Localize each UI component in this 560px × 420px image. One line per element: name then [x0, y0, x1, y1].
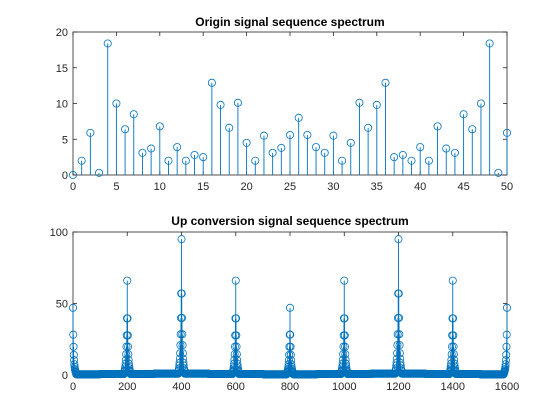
- x-tick-label: 1000: [332, 381, 356, 393]
- y-tick-label: 0: [62, 370, 68, 382]
- x-tick-label: 200: [118, 381, 136, 393]
- x-tick-label: 5: [113, 181, 119, 193]
- y-tick-label: 0: [62, 170, 68, 182]
- y-tick-label: 15: [56, 63, 68, 75]
- origin-spectrum-title: Origin signal sequence spectrum: [195, 15, 384, 29]
- x-tick-label: 35: [371, 181, 383, 193]
- y-tick-label: 10: [56, 99, 68, 111]
- x-tick-label: 400: [172, 381, 190, 393]
- x-tick-label: 15: [197, 181, 209, 193]
- x-tick-label: 50: [501, 181, 513, 193]
- x-tick-label: 1400: [441, 381, 465, 393]
- x-tick-label: 40: [414, 181, 426, 193]
- x-tick-label: 0: [70, 181, 76, 193]
- x-tick-label: 45: [457, 181, 469, 193]
- origin-spectrum-axes: Origin signal sequence spectrum 0 5 10 15 20…: [56, 15, 513, 193]
- x-tick-label: 600: [227, 381, 245, 393]
- x-tick-label: 25: [284, 181, 296, 193]
- x-tick-label: 30: [327, 181, 339, 193]
- upconversion-spectrum-axes: Up conversion signal sequence spectrum 0…: [50, 214, 520, 393]
- x-tick-label: 20: [240, 181, 252, 193]
- y-tick-label: 20: [56, 27, 68, 39]
- x-tick-label: 1200: [386, 381, 410, 393]
- x-tick-label: 1600: [495, 381, 519, 393]
- y-tick-label: 50: [56, 299, 68, 311]
- x-tick-label: 10: [154, 181, 166, 193]
- y-tick-label: 100: [50, 227, 68, 239]
- upconversion-spectrum-title: Up conversion signal sequence spectrum: [171, 214, 408, 228]
- y-tick-label: 5: [62, 134, 68, 146]
- x-tick-label: 0: [70, 381, 76, 393]
- x-tick-label: 800: [281, 381, 299, 393]
